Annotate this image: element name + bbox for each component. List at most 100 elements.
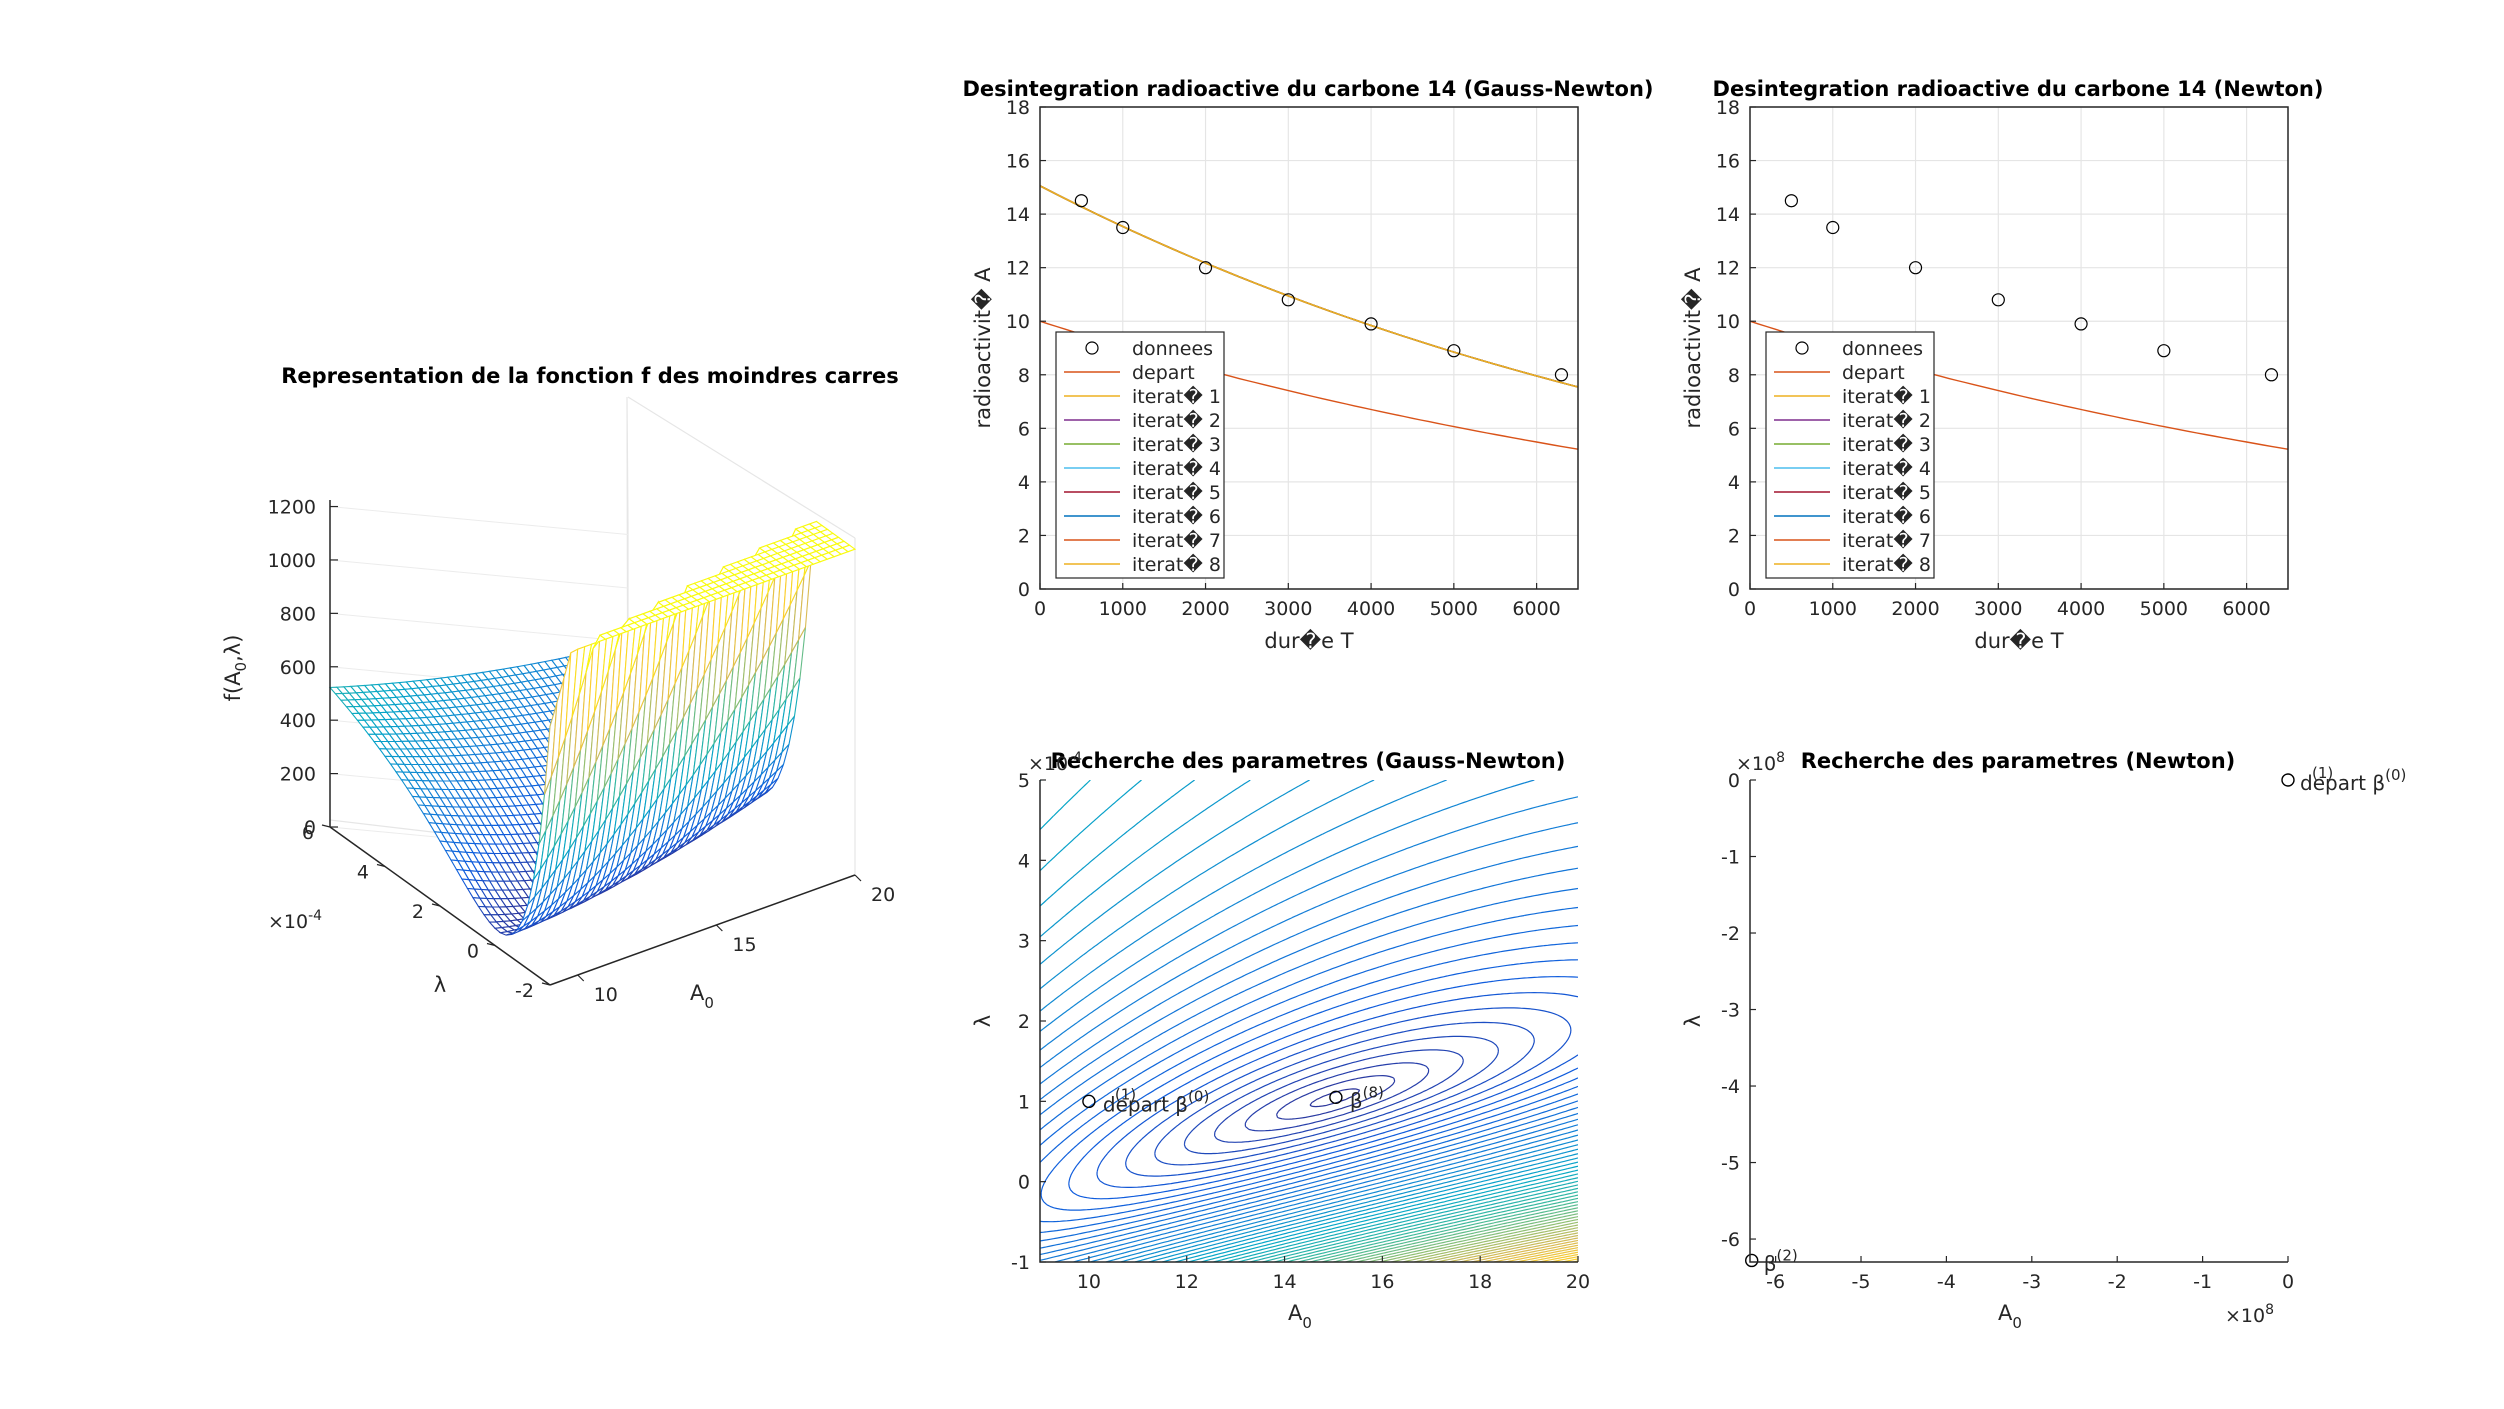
surface-a0-tick-label: 15 bbox=[732, 934, 756, 956]
y-tick-label: -6 bbox=[1721, 1229, 1740, 1251]
surface-a0-tick bbox=[577, 974, 585, 982]
y-tick-label: 12 bbox=[1716, 258, 1740, 280]
y-tick-label: 0 bbox=[1728, 770, 1740, 792]
y-tick-label: -4 bbox=[1721, 1076, 1740, 1098]
legend-label: iterat� 5 bbox=[1842, 481, 1931, 504]
data-point bbox=[1554, 368, 1569, 382]
legend-label: iterat� 1 bbox=[1842, 385, 1931, 408]
surface-z-gridline bbox=[329, 559, 629, 589]
contour-line bbox=[1125, 1007, 1572, 1177]
surface-back-top bbox=[627, 396, 856, 539]
iterate-label: β(8) bbox=[1350, 1083, 1384, 1112]
legend-label: iterat� 5 bbox=[1132, 481, 1221, 504]
y-tick-label: 12 bbox=[1006, 258, 1030, 280]
surface-z-tick-label: 400 bbox=[280, 710, 316, 732]
gn-contour-iterates: depart β(0)(1) β(8) bbox=[1082, 1083, 1384, 1116]
gn-fit-data-points bbox=[1074, 194, 1569, 382]
x-tick-label: 20 bbox=[1566, 1271, 1590, 1293]
surface-lambda-tick-label: 2 bbox=[412, 901, 424, 923]
surface-lambda-tick bbox=[431, 903, 441, 907]
newton-param-axes bbox=[1749, 780, 2288, 1263]
y-tick-label: 0 bbox=[1018, 579, 1030, 601]
gn-fit-ticks: 0 1000 2000 3000 4000 5000 6000 0 2 4 6 8 10 12 14 16 18 bbox=[1006, 97, 1561, 620]
gn-fit-xlabel: dur�e T bbox=[1264, 628, 1353, 653]
x-tick-label: 5000 bbox=[2140, 598, 2188, 620]
gauss-newton-contour-plot: Recherche des parametres (Gauss-Newton) … bbox=[971, 749, 1590, 1332]
gn-fit-axes-box bbox=[1039, 106, 1579, 590]
contour-line bbox=[1214, 1049, 1464, 1143]
y-tick-label: 2 bbox=[1728, 525, 1740, 547]
y-tick-label: 14 bbox=[1716, 204, 1740, 226]
x-tick-label: 1000 bbox=[1809, 598, 1857, 620]
data-point bbox=[2074, 317, 2088, 331]
surface-z-tick-label: 200 bbox=[280, 764, 316, 786]
surface-z-tick-label: 0 bbox=[304, 817, 316, 839]
legend-label: iterat� 8 bbox=[1842, 553, 1931, 576]
surface-a0-axis bbox=[549, 874, 856, 986]
iterate-label: depart β(0) bbox=[1103, 1087, 1209, 1116]
data-point bbox=[2157, 344, 2171, 358]
newton-fit-xlabel: dur�e T bbox=[1974, 628, 2063, 653]
x-tick-label: 18 bbox=[1468, 1271, 1492, 1293]
newton-param-y-exponent: ×108 bbox=[1736, 750, 1785, 775]
surface-a0-tick bbox=[715, 924, 723, 932]
y-tick-label: 0 bbox=[1728, 579, 1740, 601]
newton-param-iterates: depart β(0)(1) β(2) bbox=[1745, 764, 2406, 1275]
legend-label: iterat� 1 bbox=[1132, 385, 1221, 408]
x-tick-label: -5 bbox=[1852, 1271, 1871, 1293]
surface-z-tick-label: 800 bbox=[280, 603, 316, 625]
legend-label: iterat� 2 bbox=[1842, 409, 1931, 432]
y-tick-label: 16 bbox=[1006, 151, 1030, 173]
newton-fit-title: Desintegration radioactive du carbone 14… bbox=[1713, 77, 2324, 101]
x-tick-label: -2 bbox=[2108, 1271, 2127, 1293]
y-tick-label: 14 bbox=[1006, 204, 1030, 226]
legend-label: iterat� 8 bbox=[1132, 553, 1221, 576]
y-tick-label: 6 bbox=[1728, 418, 1740, 440]
surface-title: Representation de la fonction f des moin… bbox=[281, 364, 899, 388]
x-tick-label: 1000 bbox=[1099, 598, 1147, 620]
surface-lambda-tick-label: 0 bbox=[467, 941, 479, 963]
legend-label: donnees bbox=[1842, 338, 1923, 360]
x-tick-label: 0 bbox=[1034, 598, 1046, 620]
y-tick-label: 1 bbox=[1018, 1091, 1030, 1113]
legend-label: donnees bbox=[1132, 338, 1213, 360]
x-tick-label: 0 bbox=[2282, 1271, 2294, 1293]
surface-z-tick-label: 1000 bbox=[268, 550, 316, 572]
surface-lambda-tick-label: -2 bbox=[515, 980, 534, 1002]
contour-line bbox=[1040, 780, 1578, 1262]
y-tick-label: 6 bbox=[1018, 418, 1030, 440]
surface-lambda-exponent: ×10-4 bbox=[268, 908, 322, 933]
contour-line bbox=[1040, 924, 1578, 1234]
y-tick-label: 8 bbox=[1018, 365, 1030, 387]
x-tick-label: -1 bbox=[2193, 1271, 2212, 1293]
gn-fit-title: Desintegration radioactive du carbone 14… bbox=[962, 77, 1653, 101]
legend-label: iterat� 4 bbox=[1842, 457, 1931, 480]
x-tick-label: 5000 bbox=[1430, 598, 1478, 620]
y-tick-label: 10 bbox=[1006, 311, 1030, 333]
surface-lambda-label: λ bbox=[434, 973, 446, 997]
data-point bbox=[1198, 261, 1213, 275]
y-tick-label: 5 bbox=[1018, 770, 1030, 792]
y-tick-label: 4 bbox=[1728, 472, 1740, 494]
y-tick-label: 18 bbox=[1716, 97, 1740, 119]
iterate-marker bbox=[1329, 1090, 1343, 1105]
y-tick-label: 2 bbox=[1018, 1011, 1030, 1033]
contour-line bbox=[1040, 845, 1578, 1261]
y-tick-label: 10 bbox=[1716, 311, 1740, 333]
surface-z-tick-label: 600 bbox=[280, 657, 316, 679]
x-tick-label: 2000 bbox=[1181, 598, 1229, 620]
surface-lambda-tick bbox=[321, 824, 331, 828]
x-tick-label: 4000 bbox=[2057, 598, 2105, 620]
surface-z-tick-label: 1200 bbox=[268, 497, 316, 519]
legend-label: iterat� 3 bbox=[1842, 433, 1931, 456]
legend-label: iterat� 7 bbox=[1842, 529, 1931, 552]
data-point bbox=[2264, 368, 2279, 382]
contour-line bbox=[1068, 976, 1578, 1200]
newton-param-ticks: -6 -5 -4 -3 -2 -1 0 -6 -5 -4 -3 -2 -1 0 bbox=[1721, 770, 2294, 1293]
y-tick-label: 4 bbox=[1018, 472, 1030, 494]
y-tick-label: 18 bbox=[1006, 97, 1030, 119]
gn-contour-y-exponent: ×10-4 bbox=[1028, 750, 1082, 775]
surface-mesh bbox=[328, 520, 857, 936]
